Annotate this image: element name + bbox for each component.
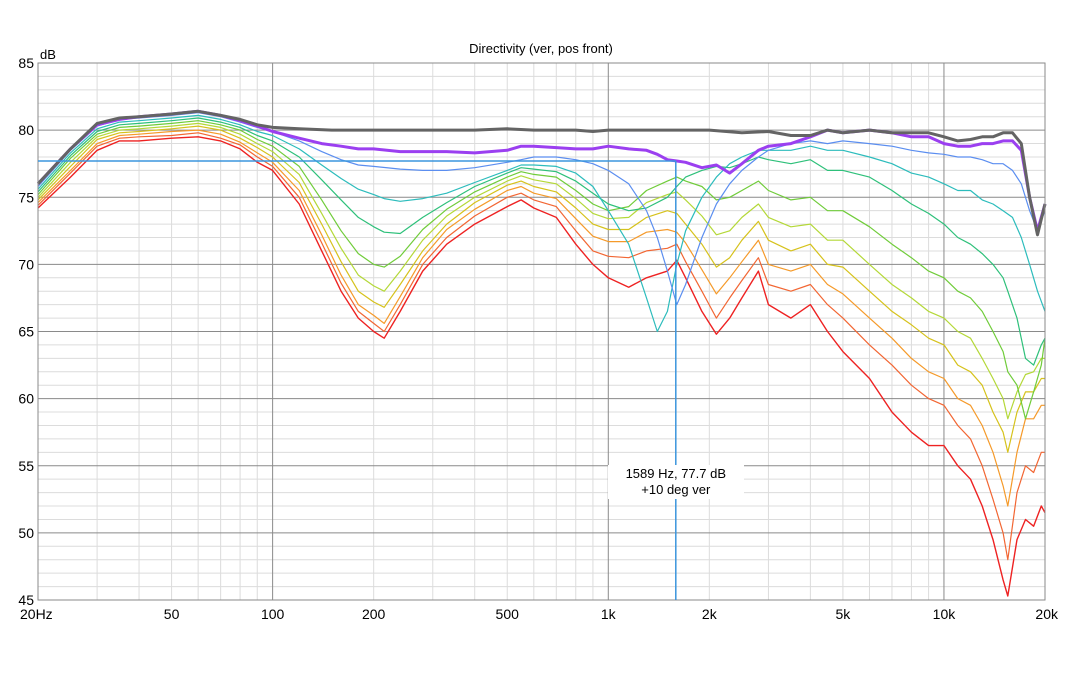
x-tick-label: 50 (164, 606, 180, 622)
x-tick-label: 1k (601, 606, 617, 622)
series-line (37, 129, 1045, 507)
major-grid (38, 63, 1045, 600)
cursor-readout: 1589 Hz, 77.7 dB +10 deg ver (607, 465, 744, 499)
series-line (36, 109, 1047, 233)
y-tick-label: 45 (18, 592, 34, 608)
x-tick-label: 200 (362, 606, 386, 622)
cursor-readout-line1: 1589 Hz, 77.7 dB (625, 466, 727, 481)
x-axis-ticks: 20Hz 50 100 200 500 1k 2k 5k 10k 20k (20, 606, 1059, 622)
x-tick-label: 2k (702, 606, 718, 622)
series-line (37, 120, 1046, 420)
series-line (37, 132, 1045, 561)
series-layer (36, 109, 1047, 597)
chart-title: Directivity (ver, pos front) (469, 41, 613, 56)
minor-grid (38, 63, 1045, 600)
series-line (37, 122, 1045, 420)
y-tick-label: 70 (18, 256, 34, 272)
cursor-readout-line2: +10 deg ver (641, 482, 711, 497)
x-tick-label: 5k (836, 606, 852, 622)
x-tick-label: 100 (261, 606, 285, 622)
y-axis-ticks: 85 80 75 70 65 60 55 50 45 (18, 55, 34, 608)
y-axis-label: dB (40, 47, 56, 62)
y-tick-label: 50 (18, 525, 34, 541)
y-tick-label: 55 (18, 458, 34, 474)
series-line (36, 109, 1047, 237)
x-tick-label: 20Hz (20, 606, 53, 622)
plot-border (37, 62, 1046, 601)
series-line (37, 114, 1046, 333)
x-tick-label: 500 (496, 606, 520, 622)
x-tick-label: 10k (933, 606, 957, 622)
y-tick-label: 75 (18, 189, 34, 205)
y-tick-label: 85 (18, 55, 34, 71)
x-tick-label: 20k (1035, 606, 1059, 622)
y-tick-label: 60 (18, 391, 34, 407)
series-line (37, 125, 1045, 453)
y-tick-label: 65 (18, 324, 34, 340)
series-line (37, 117, 1046, 366)
series-line (37, 136, 1046, 597)
y-tick-label: 80 (18, 122, 34, 138)
